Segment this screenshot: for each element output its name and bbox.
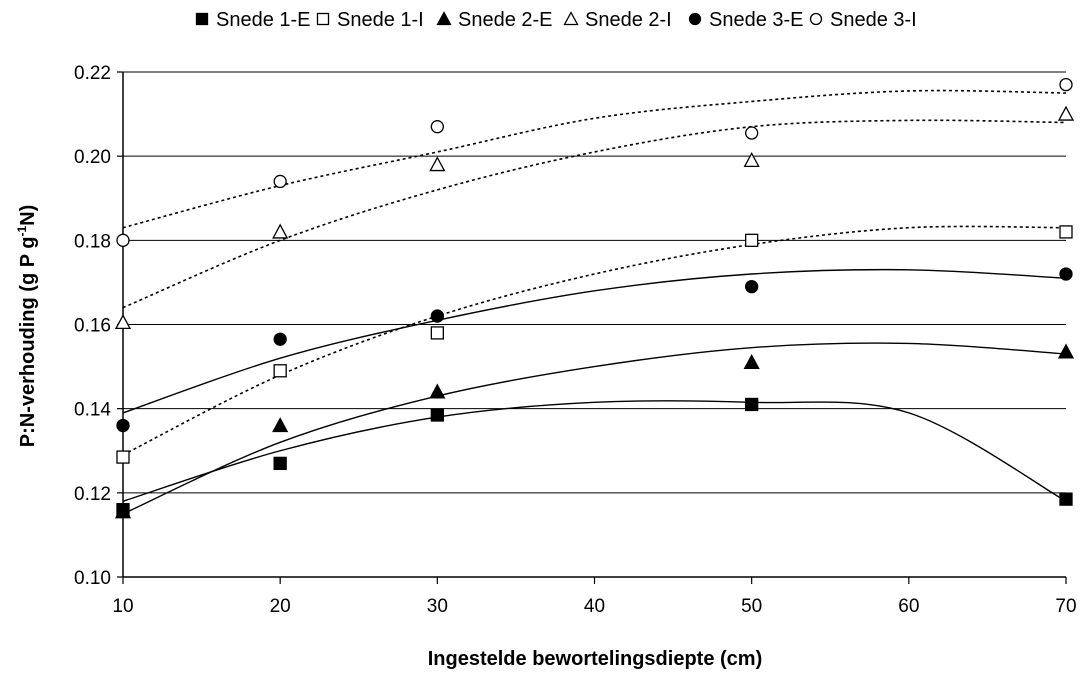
data-point bbox=[116, 418, 130, 433]
x-tick-labels: 10 20 30 40 50 60 70 bbox=[112, 596, 1076, 617]
x-tick-label: 20 bbox=[270, 596, 291, 617]
y-tick-label: 0.14 bbox=[74, 400, 111, 421]
x-tick-label: 10 bbox=[112, 596, 133, 617]
x-tick-label: 50 bbox=[741, 596, 762, 617]
legend-marker bbox=[688, 12, 702, 26]
data-point bbox=[745, 233, 759, 247]
trend-line-2 bbox=[122, 225, 1067, 456]
y-tick-label: 0.20 bbox=[74, 147, 111, 168]
data-point bbox=[116, 450, 130, 464]
y-tick-label: 0.10 bbox=[74, 568, 111, 589]
legend-item: Snede 1-E bbox=[195, 9, 311, 31]
data-point bbox=[1059, 267, 1073, 281]
data-points bbox=[114, 77, 1075, 519]
legend-label: Snede 2-I bbox=[585, 9, 672, 31]
legend-label: Snede 1-I bbox=[337, 9, 424, 31]
trend-lines bbox=[122, 89, 1067, 515]
legend-marker bbox=[195, 12, 209, 26]
legend-marker bbox=[563, 11, 579, 26]
x-tick-label: 30 bbox=[427, 596, 448, 617]
y-axis-title: P:N-verhouding (g P g-1N) bbox=[15, 205, 39, 448]
legend-marker bbox=[316, 12, 330, 26]
x-tick-label: 70 bbox=[1055, 596, 1076, 617]
data-point bbox=[273, 364, 287, 378]
x-tick-label: 60 bbox=[898, 596, 919, 617]
data-point bbox=[1059, 225, 1073, 239]
data-point bbox=[1059, 77, 1073, 92]
data-point bbox=[272, 417, 289, 433]
y-axis-title-main: P:N-verhouding (g P g bbox=[17, 237, 39, 448]
data-point bbox=[743, 152, 760, 168]
data-point bbox=[745, 126, 759, 140]
data-point bbox=[273, 456, 287, 471]
data-point bbox=[430, 326, 444, 340]
legend-item: Snede 2-I bbox=[563, 9, 672, 31]
data-point bbox=[116, 233, 130, 247]
data-point bbox=[430, 120, 444, 134]
data-point bbox=[745, 279, 759, 294]
data-point bbox=[272, 223, 289, 239]
trend-line-5 bbox=[122, 268, 1067, 414]
data-point bbox=[1057, 105, 1075, 121]
legend-marker bbox=[436, 11, 452, 26]
data-point bbox=[430, 309, 444, 323]
trend-line-4 bbox=[122, 119, 1067, 309]
data-point bbox=[273, 174, 287, 189]
data-point bbox=[430, 408, 444, 422]
trend-line-1 bbox=[122, 400, 1067, 502]
y-tick-labels: 0.10 0.12 0.14 0.16 0.18 0.20 0.22 bbox=[74, 63, 111, 589]
data-point bbox=[1059, 492, 1073, 506]
legend-item: Snede 3-I bbox=[809, 9, 917, 31]
y-tick-label: 0.16 bbox=[74, 316, 111, 337]
legend-label: Snede 1-E bbox=[216, 9, 311, 31]
legend: Snede 1-E Snede 1-I Snede 2-E Snede 2-I Sned… bbox=[195, 9, 917, 31]
legend-marker bbox=[809, 12, 823, 26]
legend-label: Snede 2-E bbox=[458, 9, 553, 31]
grid-lines bbox=[117, 71, 1067, 584]
trend-line-6 bbox=[122, 89, 1067, 229]
y-axis-title-end: N) bbox=[17, 205, 39, 226]
legend-item: Snede 1-I bbox=[316, 9, 424, 31]
x-tick-label: 40 bbox=[584, 596, 605, 617]
data-point bbox=[743, 354, 760, 370]
data-point bbox=[114, 314, 132, 330]
data-point bbox=[1057, 343, 1075, 359]
y-axis-title-sup: -1 bbox=[15, 226, 29, 237]
legend-label: Snede 3-I bbox=[830, 9, 917, 31]
y-tick-label: 0.12 bbox=[74, 484, 111, 505]
data-point bbox=[114, 503, 132, 519]
legend-item: Snede 3-E bbox=[688, 9, 804, 31]
x-axis-title: Ingestelde bewortelingsdiepte (cm) bbox=[428, 648, 763, 670]
data-point bbox=[429, 156, 446, 172]
trend-line-3 bbox=[122, 342, 1067, 515]
data-point bbox=[429, 383, 446, 399]
y-tick-label: 0.18 bbox=[74, 231, 111, 252]
y-tick-label: 0.22 bbox=[74, 63, 111, 84]
legend-label: Snede 3-E bbox=[709, 9, 804, 31]
data-point bbox=[273, 332, 287, 346]
legend-item: Snede 2-E bbox=[436, 9, 553, 31]
data-point bbox=[745, 397, 759, 412]
